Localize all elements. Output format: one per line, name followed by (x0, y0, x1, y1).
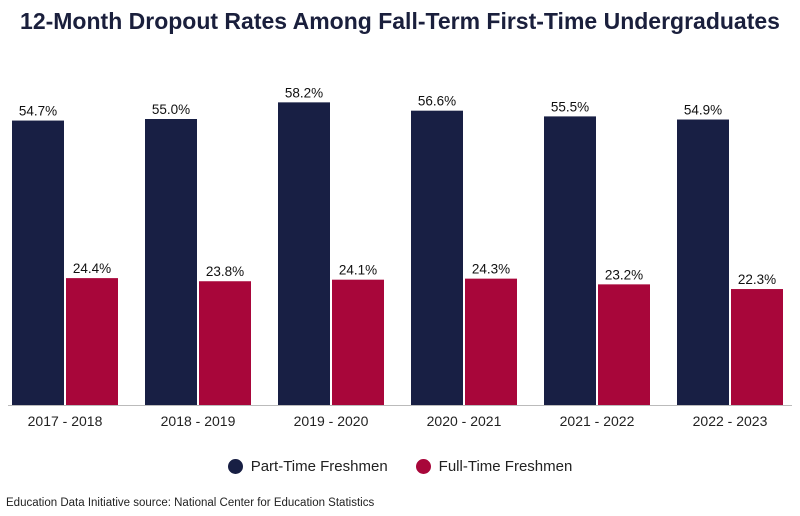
data-label-part-time-4: 55.5% (551, 99, 589, 114)
data-label-full-time-1: 23.8% (206, 264, 244, 279)
data-label-part-time-3: 56.6% (418, 94, 456, 109)
legend-label-part-time: Part-Time Freshmen (250, 458, 388, 475)
bar-part-time-5[interactable] (677, 119, 729, 406)
data-label-full-time-3: 24.3% (472, 262, 510, 277)
bar-part-time-0[interactable] (12, 120, 64, 405)
bar-full-time-2[interactable] (332, 279, 384, 405)
data-label-full-time-0: 24.4% (73, 261, 111, 276)
legend-item-full-time[interactable]: Full-Time Freshmen (415, 458, 573, 475)
x-tick-label-1: 2018 - 2019 (161, 413, 236, 429)
bar-full-time-5[interactable] (731, 289, 783, 405)
bar-full-time-4[interactable] (598, 284, 650, 405)
bar-chart: 54.7% 24.4% 2017 - 2018 55.0% 23.8% 2018 - 20… (8, 85, 792, 429)
source-note: Education Data Initiative source: Nation… (6, 497, 375, 509)
legend-item-part-time[interactable]: Part-Time Freshmen (227, 458, 388, 475)
bar-full-time-0[interactable] (66, 278, 118, 405)
data-label-part-time-0: 54.7% (19, 104, 57, 119)
x-tick-label-2: 2019 - 2020 (294, 413, 369, 429)
bar-part-time-4[interactable] (544, 116, 596, 406)
legend-swatch-full-time (415, 459, 431, 474)
bar-part-time-2[interactable] (278, 102, 330, 406)
x-tick-label-0: 2017 - 2018 (28, 413, 103, 429)
data-label-part-time-5: 54.9% (684, 103, 722, 118)
bar-part-time-3[interactable] (411, 110, 463, 406)
x-tick-label-5: 2022 - 2023 (693, 413, 768, 429)
bar-full-time-3[interactable] (465, 278, 517, 405)
legend-label-full-time: Full-Time Freshmen (438, 458, 573, 475)
legend-swatch-part-time (227, 459, 243, 474)
x-tick-label-4: 2021 - 2022 (560, 413, 635, 429)
data-label-part-time-1: 55.0% (152, 102, 190, 117)
data-label-full-time-5: 22.3% (738, 272, 776, 287)
data-label-full-time-4: 23.2% (605, 267, 643, 282)
chart-title: 12-Month Dropout Rates Among Fall-Term F… (20, 8, 780, 34)
legend: Part-Time Freshmen Full-Time Freshmen (0, 458, 800, 475)
data-label-part-time-2: 58.2% (285, 85, 323, 100)
data-label-full-time-2: 24.1% (339, 263, 377, 278)
bar-full-time-1[interactable] (199, 281, 251, 405)
bar-part-time-1[interactable] (145, 119, 197, 405)
x-tick-label-3: 2020 - 2021 (427, 413, 502, 429)
